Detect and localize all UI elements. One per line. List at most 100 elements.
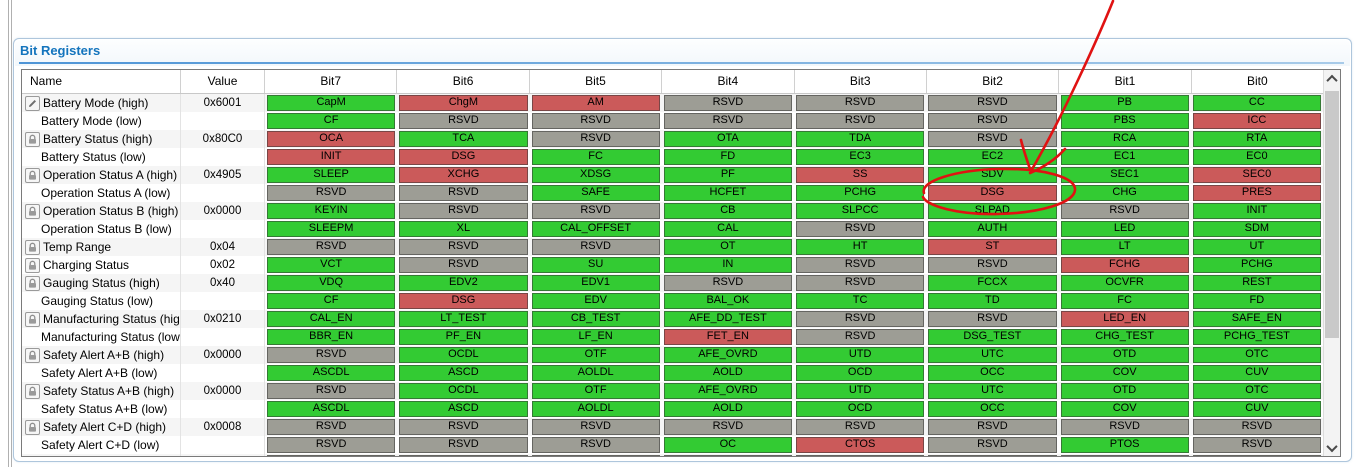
bit-cell-init: INIT bbox=[1192, 203, 1321, 219]
bit-cell-ascdl: ASCDL bbox=[267, 401, 396, 417]
bit-cell-vct: VCT bbox=[267, 257, 396, 273]
bit-cell-rsvd: RSVD bbox=[928, 419, 1057, 435]
register-value: 0x02 bbox=[181, 256, 265, 274]
scrollbar-thumb[interactable] bbox=[1325, 91, 1339, 338]
lock-icon bbox=[25, 239, 40, 255]
title-underline bbox=[19, 62, 1344, 64]
register-name-cell: Manufacturing Status (low) bbox=[22, 328, 181, 346]
vertical-scrollbar[interactable] bbox=[1323, 70, 1340, 456]
register-name-cell: Safety Alert A+B (high) bbox=[22, 346, 181, 364]
table-row[interactable]: Safety Alert C+D (low) RSVD RSVD RSVD OC CTOS… bbox=[22, 436, 1340, 454]
bit-cell-cuv: CUV bbox=[1192, 365, 1321, 381]
register-value bbox=[181, 184, 265, 202]
register-value: 0x4905 bbox=[181, 166, 265, 184]
bit-cell-rsvd: RSVD bbox=[531, 419, 660, 435]
register-name: Battery Status (high) bbox=[43, 132, 153, 146]
bit-cell-otf: OTF bbox=[531, 347, 660, 363]
table-row[interactable]: Battery Mode (low) CF RSVD RSVD RSVD RSVD RSVD… bbox=[22, 112, 1340, 130]
bit-cell-vdq: VDQ bbox=[267, 275, 396, 291]
table-row[interactable]: Temp Range 0x04 RSVD RSVD RSVD OT HT ST LT UT bbox=[22, 238, 1340, 256]
lock-icon bbox=[25, 257, 40, 273]
bit-cell-ascdl: ASCDL bbox=[267, 365, 396, 381]
table-body: Battery Mode (high) 0x6001 CapM ChgM AM RSVD R… bbox=[22, 94, 1340, 456]
bit-cell-cf: CF bbox=[267, 113, 396, 129]
scroll-up-button[interactable] bbox=[1324, 70, 1340, 87]
table-row[interactable]: Manufacturing Status (low) BBR_EN PF_EN LF_… bbox=[22, 328, 1340, 346]
column-header-value: Value bbox=[181, 70, 265, 93]
register-name: Safety Alert C+D (high) bbox=[43, 420, 167, 434]
bit-cell-rsvd: RSVD bbox=[796, 113, 925, 129]
left-splitter[interactable] bbox=[8, 0, 12, 467]
table-row[interactable]: Battery Status (high) 0x80C0 OCA TCA RSVD OTA… bbox=[22, 130, 1340, 148]
register-name: Charging Status bbox=[43, 258, 130, 272]
table-row[interactable]: Gauging Status (low) CF DSG EDV BAL_OK TC TD FC… bbox=[22, 292, 1340, 310]
bit-cell-rsvd: RSVD bbox=[267, 347, 396, 363]
bit-cell-rsvd: RSVD bbox=[796, 221, 925, 237]
bit-cell-chg_test: CHG_TEST bbox=[1060, 329, 1189, 345]
table-row[interactable]: Safety Status A+B (high) 0x0000 RSVD OCDL OT… bbox=[22, 382, 1340, 400]
bit-cell-rsvd: RSVD bbox=[531, 131, 660, 147]
register-name: Safety Status A+B (low) bbox=[41, 402, 168, 416]
edit-pencil-icon[interactable] bbox=[25, 95, 40, 111]
bit-cell-cov: COV bbox=[1060, 365, 1189, 381]
bit-cell-ut: UT bbox=[1192, 239, 1321, 255]
table-row[interactable]: Safety Alert C+D (high) 0x0008 RSVD RSVD RSV… bbox=[22, 418, 1340, 436]
bit-cell-occ: OCC bbox=[928, 365, 1057, 381]
table-row[interactable]: Safety Alert A+B (high) 0x0000 RSVD OCDL OTF… bbox=[22, 346, 1340, 364]
table-row[interactable]: Operation Status A (high) 0x4905 SLEEP XCHG… bbox=[22, 166, 1340, 184]
table-row-partial[interactable] bbox=[22, 454, 1340, 456]
table-row[interactable]: Manufacturing Status (high) 0x0210 CAL_EN L… bbox=[22, 310, 1340, 328]
bit-cell-icc: ICC bbox=[1192, 113, 1321, 129]
bit-cell-empty bbox=[1060, 455, 1189, 456]
bit-cell-chg: CHG bbox=[1060, 185, 1189, 201]
table-row[interactable]: Safety Alert A+B (low) ASCDL ASCD AOLDL AOLD… bbox=[22, 364, 1340, 382]
register-value: 0x80C0 bbox=[181, 130, 265, 148]
register-value: 0x40 bbox=[181, 274, 265, 292]
bit-cell-afe_dd_test: AFE_DD_TEST bbox=[663, 311, 792, 327]
scroll-down-button[interactable] bbox=[1324, 439, 1340, 456]
bit-cell-rsvd: RSVD bbox=[663, 419, 792, 435]
table-row[interactable]: Operation Status B (high) 0x0000 KEYIN RSVD… bbox=[22, 202, 1340, 220]
bit-cell-capm: CapM bbox=[267, 95, 396, 111]
bit-cell-aold: AOLD bbox=[663, 365, 792, 381]
bit-cell-ec3: EC3 bbox=[796, 149, 925, 165]
table-row[interactable]: Gauging Status (high) 0x40 VDQ EDV2 EDV1 RSVD… bbox=[22, 274, 1340, 292]
bit-cell-rsvd: RSVD bbox=[928, 131, 1057, 147]
bit-cell-tca: TCA bbox=[399, 131, 528, 147]
bit-cell-empty bbox=[267, 455, 396, 456]
bit-cell-lt_test: LT_TEST bbox=[399, 311, 528, 327]
bit-cell-cal_offset: CAL_OFFSET bbox=[531, 221, 660, 237]
bit-cell-ascd: ASCD bbox=[399, 365, 528, 381]
register-name-cell: Operation Status B (low) bbox=[22, 220, 181, 238]
bit-cell-ocvfr: OCVFR bbox=[1060, 275, 1189, 291]
table-row[interactable]: Operation Status B (low) SLEEPM XL CAL_OFFS… bbox=[22, 220, 1340, 238]
bit-cell-rsvd: RSVD bbox=[531, 113, 660, 129]
table-row[interactable]: Operation Status A (low) RSVD RSVD SAFE HCFE… bbox=[22, 184, 1340, 202]
register-name: Temp Range bbox=[43, 240, 112, 254]
bit-cell-st: ST bbox=[928, 239, 1057, 255]
register-value bbox=[181, 328, 265, 346]
bit-cell-xchg: XCHG bbox=[399, 167, 528, 183]
register-name: Safety Alert C+D (low) bbox=[41, 438, 160, 452]
bit-cell-pf: PF bbox=[663, 167, 792, 183]
bit-cell-rta: RTA bbox=[1192, 131, 1321, 147]
table-row[interactable]: Safety Status A+B (low) ASCDL ASCD AOLDL AOL… bbox=[22, 400, 1340, 418]
bit-cell-utc: UTC bbox=[928, 383, 1057, 399]
register-name-cell: Battery Status (high) bbox=[22, 130, 181, 148]
lock-icon bbox=[25, 383, 40, 399]
panel-title: Bit Registers bbox=[20, 43, 101, 58]
bit-cell-ec2: EC2 bbox=[928, 149, 1057, 165]
register-value: 0x0000 bbox=[181, 346, 265, 364]
register-name: Battery Mode (low) bbox=[41, 114, 142, 128]
bit-cell-rsvd: RSVD bbox=[267, 239, 396, 255]
bit-cell-oc: OC bbox=[663, 437, 792, 453]
bit-cell-fet_en: FET_EN bbox=[663, 329, 792, 345]
bit-cell-ascd: ASCD bbox=[399, 401, 528, 417]
column-header-bit0: Bit0 bbox=[1246, 74, 1268, 88]
table-row[interactable]: Battery Status (low) INIT DSG FC FD EC3 EC2 EC1… bbox=[22, 148, 1340, 166]
table-row[interactable]: Battery Mode (high) 0x6001 CapM ChgM AM RSVD R… bbox=[22, 94, 1340, 112]
bit-cell-rsvd: RSVD bbox=[267, 383, 396, 399]
bit-cell-cov: COV bbox=[1060, 401, 1189, 417]
table-row[interactable]: Charging Status 0x02 VCT RSVD SU IN RSVD RSVD FC… bbox=[22, 256, 1340, 274]
